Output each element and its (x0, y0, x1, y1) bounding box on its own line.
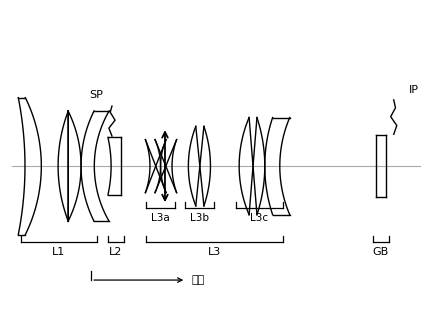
Text: L1: L1 (52, 247, 66, 257)
Text: L2: L2 (109, 247, 123, 257)
Text: L3a: L3a (152, 213, 170, 223)
Text: L3c: L3c (250, 213, 268, 223)
Text: L3b: L3b (190, 213, 209, 223)
Text: 聚焦: 聚焦 (191, 275, 205, 285)
Text: SP: SP (89, 90, 104, 100)
Text: L3: L3 (208, 247, 222, 257)
Text: IP: IP (408, 85, 419, 95)
Text: GB: GB (373, 247, 389, 257)
